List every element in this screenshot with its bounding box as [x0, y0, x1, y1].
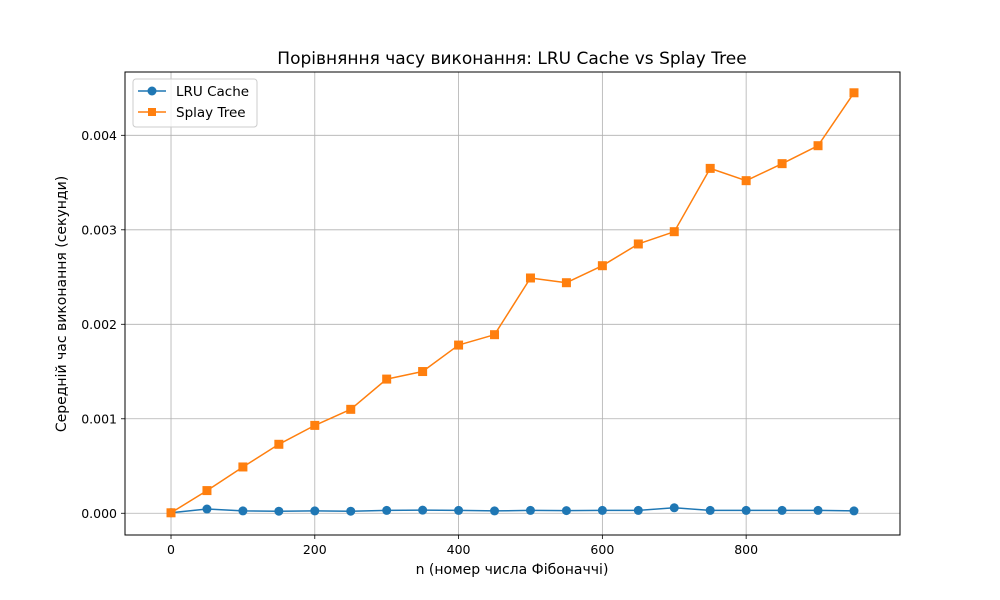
x-tick-label: 200 — [303, 542, 327, 557]
legend-marker-splay-tree — [148, 108, 156, 116]
data-point-splay-tree — [274, 439, 284, 449]
y-tick-label: 0.001 — [81, 411, 117, 426]
data-point-splay-tree — [310, 420, 320, 430]
data-point-lru-cache — [777, 505, 787, 515]
plot-area-frame — [124, 71, 901, 536]
x-tick-label: 800 — [734, 542, 758, 557]
data-point-splay-tree — [741, 176, 751, 186]
data-point-lru-cache — [705, 505, 715, 515]
data-point-splay-tree — [633, 239, 643, 249]
data-point-splay-tree — [777, 159, 787, 169]
series-line-lru-cache — [170, 507, 855, 514]
data-point-lru-cache — [741, 505, 751, 515]
data-point-splay-tree — [346, 404, 356, 414]
y-axis-title: Середній час виконання (секунди) — [54, 176, 70, 432]
data-point-splay-tree — [418, 367, 428, 377]
data-point-lru-cache — [310, 506, 320, 516]
legend: LRU Cache Splay Tree — [132, 78, 258, 128]
data-point-lru-cache — [525, 505, 535, 515]
data-point-lru-cache — [669, 503, 679, 513]
legend-label-splay-tree: Splay Tree — [176, 105, 246, 121]
data-point-lru-cache — [202, 504, 212, 514]
series-layer — [166, 88, 859, 518]
legend-label-lru-cache: LRU Cache — [176, 84, 249, 100]
data-point-splay-tree — [561, 278, 571, 288]
data-point-splay-tree — [454, 340, 464, 350]
y-tick-label: 0.004 — [81, 128, 117, 143]
data-point-lru-cache — [418, 505, 428, 515]
series-line-splay-tree — [170, 92, 855, 514]
data-point-splay-tree — [849, 88, 859, 98]
data-point-lru-cache — [382, 505, 392, 515]
data-point-splay-tree — [490, 330, 500, 340]
data-point-lru-cache — [346, 506, 356, 516]
y-tick-label: 0.002 — [81, 317, 117, 332]
data-point-lru-cache — [813, 505, 823, 515]
data-point-splay-tree — [202, 486, 212, 496]
chart-title: Порівняння часу виконання: LRU Cache vs … — [277, 49, 746, 69]
data-point-splay-tree — [238, 462, 248, 472]
y-tick-label: 0.003 — [81, 222, 117, 237]
x-axis-title: n (номер числа Фібоначчі) — [416, 562, 609, 578]
data-point-splay-tree — [525, 273, 535, 283]
data-point-splay-tree — [166, 508, 176, 518]
x-tick-label: 600 — [590, 542, 614, 557]
data-point-lru-cache — [597, 505, 607, 515]
y-tick-label: 0.000 — [81, 506, 117, 521]
data-point-lru-cache — [454, 505, 464, 515]
data-point-lru-cache — [849, 506, 859, 516]
data-point-splay-tree — [382, 374, 392, 384]
data-point-lru-cache — [633, 505, 643, 515]
data-point-lru-cache — [274, 506, 284, 516]
data-point-lru-cache — [238, 506, 248, 516]
data-point-lru-cache — [561, 506, 571, 516]
data-point-splay-tree — [669, 227, 679, 237]
x-tick-label: 400 — [447, 542, 471, 557]
legend-marker-lru-cache — [147, 86, 157, 96]
data-point-splay-tree — [705, 163, 715, 173]
data-point-lru-cache — [490, 506, 500, 516]
x-axis-ticks: 0 200 400 600 800 — [167, 535, 758, 557]
data-point-splay-tree — [597, 261, 607, 271]
data-point-splay-tree — [813, 141, 823, 151]
grid — [125, 72, 900, 535]
x-tick-label: 0 — [167, 542, 175, 557]
y-axis-ticks: 0.000 0.001 0.002 0.003 0.004 — [81, 128, 125, 521]
